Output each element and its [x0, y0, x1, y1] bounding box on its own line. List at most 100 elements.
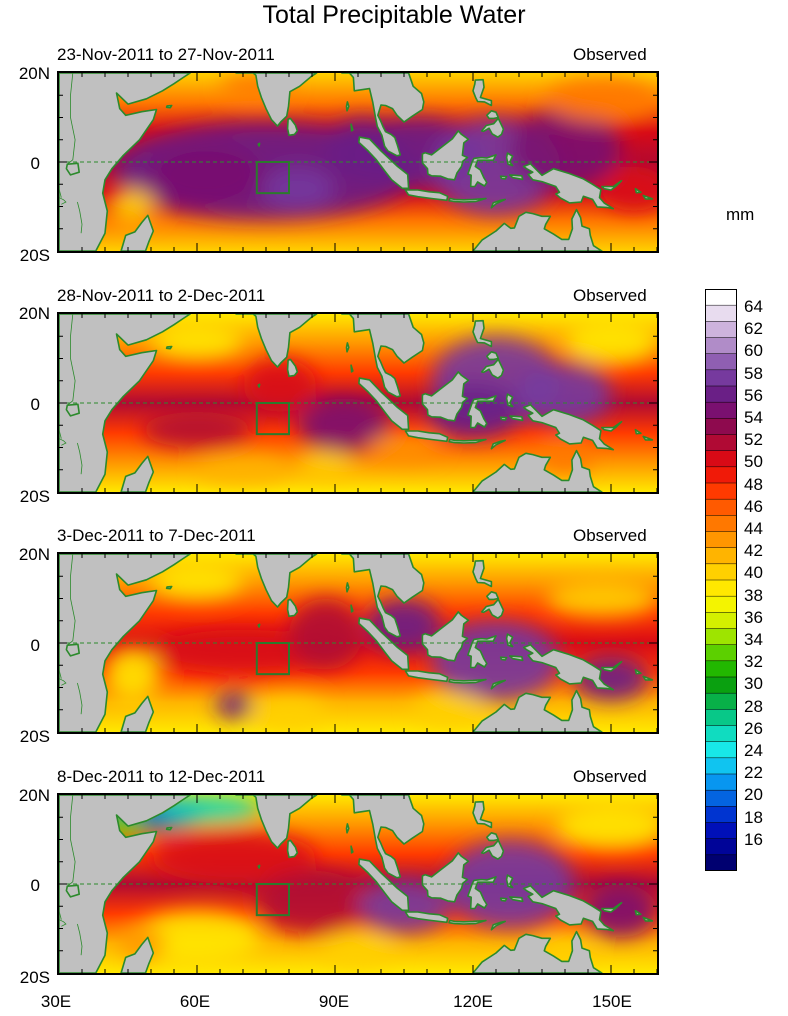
colorbar-swatch — [705, 741, 737, 759]
land-polygon — [509, 655, 524, 662]
land-polygon — [634, 187, 642, 194]
land-polygon — [509, 174, 524, 181]
tpw-moisture-blob — [151, 144, 262, 207]
colorbar-swatch — [705, 515, 737, 533]
land-polygon — [642, 194, 654, 200]
colorbar-swatch — [705, 644, 737, 662]
colorbar-swatch — [705, 304, 737, 323]
tpw-moisture-blob — [151, 562, 243, 599]
land-polygon — [59, 314, 191, 492]
land-polygon — [350, 604, 354, 613]
land-polygon — [421, 371, 470, 422]
land-polygon — [499, 416, 508, 421]
colorbar-swatch — [705, 676, 737, 695]
colorbar-swatch — [705, 709, 737, 727]
tpw-moisture-blob — [261, 166, 335, 211]
lon-label-120e: 120E — [453, 992, 493, 1011]
panel-4-status: Observed — [573, 767, 647, 786]
colorbar-tick-label: 52 — [744, 430, 763, 450]
panel-4-date: 8-Dec-2011 to 12-Dec-2011 — [57, 767, 266, 786]
land-polygon — [358, 617, 410, 671]
lat-label-20n: 20N — [18, 304, 50, 323]
land-polygon — [235, 554, 318, 608]
land-polygon — [286, 839, 299, 859]
land-masses — [59, 73, 654, 251]
tpw-map-3 — [59, 554, 657, 732]
colorbar-tick-label: 58 — [744, 363, 763, 383]
land-masses — [59, 554, 654, 732]
colorbar-swatch — [705, 854, 737, 871]
colorbar-tick-label: 60 — [744, 341, 763, 361]
tpw-moisture-blob — [546, 77, 657, 122]
land-polygon — [65, 403, 80, 417]
colorbar-swatch — [705, 369, 737, 387]
lat-label-20s: 20S — [19, 246, 50, 265]
land-polygon — [490, 439, 506, 450]
tpw-moisture-blob — [151, 322, 243, 359]
colorbar-tick-label: 48 — [744, 474, 763, 494]
colorbar-swatch — [705, 434, 737, 452]
colorbar-swatch — [705, 579, 737, 598]
tpw-moisture-blob — [555, 803, 657, 849]
border-line — [59, 438, 67, 446]
lat-label-20n: 20N — [18, 786, 50, 805]
colorbar-tick-label: 42 — [744, 541, 763, 561]
land-polygon — [235, 73, 318, 127]
tpw-moisture-blob — [132, 910, 262, 965]
colorbar-swatch — [705, 401, 737, 420]
land-polygon — [505, 633, 514, 648]
land-polygon — [601, 901, 623, 913]
land-polygon — [480, 358, 505, 379]
border-line — [67, 795, 76, 887]
land-polygon — [120, 455, 155, 492]
border-line — [59, 678, 67, 686]
tpw-map-2 — [59, 314, 657, 492]
colorbar-tick-label: 20 — [744, 785, 763, 805]
colorbar-tick-label: 18 — [744, 807, 763, 827]
colorbar-swatch — [705, 289, 737, 307]
tpw-moisture-blob — [109, 188, 156, 225]
land-polygon — [65, 643, 80, 657]
land-polygon — [522, 885, 615, 932]
border-line — [59, 197, 67, 205]
tpw-moisture-blob — [256, 870, 368, 933]
lat-label-20s: 20S — [19, 727, 50, 746]
tpw-moisture-blob — [601, 166, 657, 211]
land-polygon — [448, 197, 487, 203]
land-polygon — [509, 896, 524, 903]
land-polygon — [499, 175, 508, 180]
land-polygon — [522, 404, 615, 451]
land-polygon — [341, 314, 425, 398]
land-polygon — [286, 117, 299, 137]
land-polygon — [472, 208, 603, 251]
map-panel-4 — [57, 793, 659, 975]
colorbar-swatch — [705, 337, 737, 355]
land-polygon — [472, 930, 603, 973]
panel-2-status: Observed — [573, 286, 647, 305]
land-polygon — [286, 358, 299, 378]
axis-ticks — [59, 554, 657, 732]
land-polygon — [601, 179, 623, 191]
land-polygon — [505, 152, 514, 167]
land-polygon — [59, 554, 191, 732]
tpw-map-1 — [59, 73, 657, 251]
colorbar-tick-label: 56 — [744, 385, 763, 405]
colorbar-swatch — [705, 385, 737, 404]
tpw-moisture-blob — [546, 580, 657, 617]
lat-label-20n: 20N — [18, 545, 50, 564]
border-line — [59, 427, 62, 439]
land-polygon — [448, 438, 487, 444]
land-polygon — [601, 420, 623, 432]
land-polygon — [358, 858, 410, 912]
lat-label-0: 0 — [30, 636, 40, 655]
land-polygon — [65, 884, 80, 898]
tpw-moisture-field — [141, 318, 657, 484]
land-polygon — [345, 101, 350, 112]
land-polygon — [165, 585, 173, 590]
region-box — [255, 642, 291, 676]
land-polygon — [257, 623, 261, 628]
colorbar-unit: mm — [726, 205, 755, 224]
colorbar-swatch — [705, 838, 737, 856]
tpw-moisture-blob — [105, 647, 161, 701]
lat-label-0: 0 — [30, 395, 40, 414]
